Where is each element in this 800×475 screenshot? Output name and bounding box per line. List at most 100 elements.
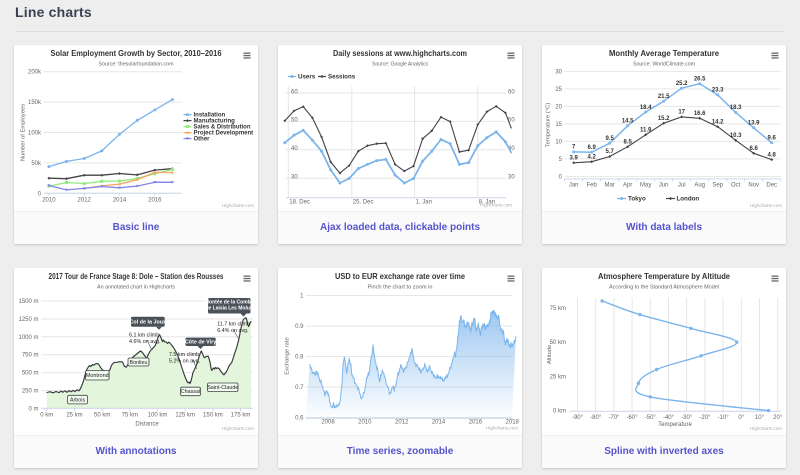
svg-text:0: 0 (559, 174, 563, 180)
svg-text:Sessions: Sessions (328, 74, 356, 81)
svg-text:Highcharts.com: Highcharts.com (486, 426, 518, 431)
svg-text:Atmosphere Temperature by Alti: Atmosphere Temperature by Altitude (598, 272, 730, 281)
svg-text:Côte de Viry: Côte de Viry (185, 340, 216, 346)
svg-text:250 m: 250 m (22, 389, 39, 395)
svg-text:Apr: Apr (623, 183, 632, 189)
svg-text:500 m: 500 m (22, 371, 39, 377)
svg-text:-40°: -40° (663, 415, 675, 421)
svg-text:0 km: 0 km (40, 413, 53, 419)
svg-text:5.2% on avg.: 5.2% on avg. (169, 358, 200, 364)
svg-text:14.2: 14.2 (712, 120, 724, 126)
svg-text:6.6: 6.6 (750, 146, 759, 152)
svg-text:175 km: 175 km (231, 413, 251, 419)
svg-text:0: 0 (38, 191, 42, 197)
svg-text:Highcharts.com: Highcharts.com (480, 203, 512, 208)
svg-text:Feb: Feb (587, 183, 598, 189)
svg-text:2008: 2008 (321, 419, 335, 425)
svg-text:2016: 2016 (148, 198, 162, 204)
svg-text:60: 60 (291, 89, 298, 95)
svg-text:Chassal: Chassal (181, 389, 200, 395)
svg-text:40: 40 (508, 146, 515, 152)
svg-text:2014: 2014 (432, 419, 446, 425)
svg-text:20°: 20° (773, 415, 783, 421)
svg-text:0.7: 0.7 (295, 385, 304, 391)
svg-text:18.4: 18.4 (640, 105, 652, 111)
svg-text:11.9: 11.9 (640, 128, 652, 134)
svg-text:6.1 km climb: 6.1 km climb (129, 333, 159, 339)
svg-text:-50°: -50° (645, 415, 657, 421)
svg-text:USD to EUR exchange rate over: USD to EUR exchange rate over time (335, 272, 465, 281)
svg-text:Nov: Nov (748, 183, 759, 189)
svg-text:Project Development: Project Development (194, 131, 254, 137)
svg-text:Source: thesolarfoundation.com: Source: thesolarfoundation.com (99, 62, 174, 68)
svg-text:25 km: 25 km (66, 413, 82, 419)
svg-text:Altitude: Altitude (547, 345, 553, 364)
svg-text:50: 50 (291, 118, 298, 124)
svg-text:2014: 2014 (113, 198, 127, 204)
svg-text:Highcharts.com: Highcharts.com (222, 203, 254, 208)
svg-text:Highcharts.com: Highcharts.com (750, 203, 782, 208)
svg-text:Other: Other (194, 137, 211, 143)
svg-text:200k: 200k (28, 70, 42, 76)
svg-text:75 km: 75 km (122, 413, 138, 419)
svg-text:15: 15 (555, 122, 562, 128)
svg-text:40: 40 (291, 146, 298, 152)
svg-text:100 km: 100 km (148, 413, 168, 419)
svg-text:13.9: 13.9 (748, 121, 760, 127)
svg-text:Aug: Aug (694, 183, 705, 189)
svg-text:-20°: -20° (699, 415, 711, 421)
svg-text:2010: 2010 (42, 198, 56, 204)
svg-text:2017 Tour de France Stage 8: D: 2017 Tour de France Stage 8: Dole – Stat… (49, 272, 225, 281)
svg-text:Users: Users (298, 74, 316, 81)
svg-text:2012: 2012 (78, 198, 92, 204)
svg-text:Number of Employees: Number of Employees (21, 104, 27, 161)
svg-text:8.5: 8.5 (624, 140, 633, 146)
svg-text:Oct: Oct (731, 183, 741, 189)
svg-text:8. Jan: 8. Jan (479, 200, 495, 206)
svg-text:15.2: 15.2 (658, 116, 670, 122)
svg-text:Source: WorldClimate.com: Source: WorldClimate.com (633, 62, 695, 68)
svg-text:Montrond: Montrond (86, 373, 109, 379)
svg-text:0.9: 0.9 (295, 324, 304, 330)
svg-text:50 km: 50 km (94, 413, 110, 419)
svg-text:Manufacturing: Manufacturing (194, 119, 236, 125)
svg-text:11.7 km climb: 11.7 km climb (217, 322, 250, 328)
svg-text:6.4% on avg.: 6.4% on avg. (217, 328, 248, 334)
svg-text:125 km: 125 km (175, 413, 195, 419)
svg-text:30: 30 (291, 175, 298, 181)
svg-text:4.2: 4.2 (588, 155, 597, 161)
svg-text:25. Dec: 25. Dec (353, 200, 374, 206)
svg-text:2010: 2010 (358, 419, 372, 425)
svg-text:Dec: Dec (766, 183, 777, 189)
svg-text:Daily sessions at www.highchar: Daily sessions at www.highcharts.com (333, 49, 467, 58)
svg-text:Montée de la Combe: Montée de la Combe (205, 300, 254, 306)
svg-text:5: 5 (559, 157, 563, 163)
svg-text:5.7: 5.7 (606, 149, 615, 155)
svg-text:3.9: 3.9 (570, 156, 579, 162)
svg-text:According to the Standard Atmo: According to the Standard Atmosphere Mod… (609, 285, 719, 291)
svg-text:100k: 100k (28, 131, 42, 137)
svg-text:25: 25 (555, 87, 562, 93)
svg-text:Jan: Jan (569, 183, 579, 189)
svg-text:Highcharts.com: Highcharts.com (222, 426, 254, 431)
svg-text:20: 20 (555, 104, 562, 110)
svg-text:1. Jan: 1. Jan (416, 200, 432, 206)
svg-text:Arbois: Arbois (70, 397, 86, 403)
svg-text:London: London (677, 196, 700, 203)
svg-text:1: 1 (300, 294, 304, 300)
svg-text:25 km: 25 km (550, 374, 566, 380)
svg-text:Sales & Distribution: Sales & Distribution (194, 125, 251, 131)
svg-text:Temperature: Temperature (658, 422, 692, 428)
svg-text:-60°: -60° (627, 415, 639, 421)
svg-text:-80°: -80° (590, 415, 602, 421)
svg-text:An annotated chart in Highchar: An annotated chart in Highcharts (97, 285, 175, 291)
svg-text:Highcharts.com: Highcharts.com (750, 426, 782, 431)
svg-text:7: 7 (572, 145, 576, 151)
svg-text:10°: 10° (755, 415, 765, 421)
svg-text:0.6: 0.6 (295, 416, 304, 422)
svg-text:26.5: 26.5 (694, 77, 706, 83)
svg-text:-30°: -30° (681, 415, 693, 421)
svg-text:9.5: 9.5 (606, 136, 615, 142)
svg-text:Col de la Joux: Col de la Joux (130, 320, 167, 326)
svg-text:May: May (640, 183, 651, 189)
